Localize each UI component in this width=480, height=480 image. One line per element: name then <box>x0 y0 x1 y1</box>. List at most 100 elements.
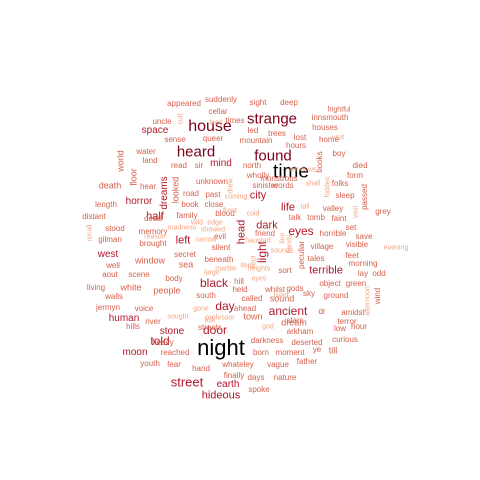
word-sound: sound <box>269 293 295 304</box>
word-line: line <box>279 232 287 244</box>
word-found: found <box>254 147 292 165</box>
word-wholly: wholly <box>246 171 270 180</box>
word-peculiar: peculiar <box>297 240 306 270</box>
word-scene: scene <box>128 270 150 279</box>
word-appeared: appeared <box>167 99 201 108</box>
word-folks: folks <box>331 179 349 188</box>
word-west: west <box>97 249 119 260</box>
word-morning: morning <box>348 259 378 268</box>
word-finally: finally <box>223 371 245 380</box>
word-looked: looked <box>170 176 181 204</box>
word-youth: youth <box>140 359 160 368</box>
word-sought: sought <box>167 313 189 321</box>
word-horror: horror <box>125 196 153 207</box>
word-innsmouth: innsmouth <box>311 113 349 122</box>
word-hand: hand <box>192 364 210 373</box>
word-silent: silent <box>211 243 231 252</box>
word-coming: coming <box>224 193 248 201</box>
word-darkness: darkness <box>250 336 284 345</box>
word-black: black <box>199 276 229 290</box>
word-odd: odd <box>372 269 386 278</box>
word-visit: visit <box>331 134 345 142</box>
word-curious: curious <box>332 335 358 344</box>
word-house: house <box>188 118 232 135</box>
word-suddenly: suddenly <box>204 95 238 104</box>
word-cold: cold <box>246 210 260 218</box>
word-afternoon: afternoon <box>364 286 372 316</box>
word-green: green <box>345 279 367 288</box>
word-called: called <box>241 294 263 303</box>
word-item: item <box>240 262 254 270</box>
word-dark: dark <box>256 219 278 232</box>
word-city: city <box>249 189 267 202</box>
word-died: died <box>352 161 368 170</box>
word-family: family <box>176 211 198 220</box>
word-vast: vast <box>352 205 360 219</box>
word-stars: stars <box>286 316 304 325</box>
word-frightful: frightful <box>327 106 351 114</box>
word-shall: shall <box>305 180 321 188</box>
word-walls: walls <box>105 292 123 301</box>
word-till: till <box>328 345 338 356</box>
word-born: born <box>252 348 270 357</box>
word-sky: sky <box>303 289 315 298</box>
word-close: close <box>204 200 224 209</box>
word-strange: strange <box>246 110 298 128</box>
word-fear: fear <box>167 360 181 369</box>
word-sight: sight <box>249 98 267 107</box>
word-low: low <box>333 324 347 333</box>
word-hill: hill <box>234 277 244 286</box>
word-nature: nature <box>273 373 297 382</box>
word-unknown: unknown <box>195 177 229 186</box>
word-street: street <box>170 374 204 390</box>
word-houses: houses <box>312 123 338 132</box>
word-water: water <box>136 147 156 156</box>
word-dreams: dreams <box>159 176 170 210</box>
word-whateley: whateley <box>222 360 254 369</box>
word-friend: friend <box>254 229 276 238</box>
word-cellar: cellar <box>208 107 228 116</box>
word-distant: distant <box>82 212 106 221</box>
word-drew: drew <box>227 178 235 194</box>
word-death: death <box>98 180 122 191</box>
word-professor: professor <box>205 314 235 322</box>
word-whilst: whilst <box>264 285 286 294</box>
word-sir: sir <box>194 161 204 170</box>
word-land: land <box>142 156 158 165</box>
word-brought: brought <box>139 239 167 248</box>
word-blood: blood <box>215 209 235 218</box>
word-hills: hills <box>126 322 140 331</box>
word-madness: madness <box>167 224 197 232</box>
word-stood: stood <box>105 224 125 233</box>
word-object: object <box>319 279 341 288</box>
word-lived: lived <box>273 292 289 300</box>
word-sense: sense <box>164 135 186 144</box>
word-gilman: gilman <box>98 235 122 244</box>
word-space: space <box>141 125 169 136</box>
word-talk: talk <box>288 213 302 222</box>
word-spoke: spoke <box>248 385 270 394</box>
word-trees: trees <box>268 129 286 138</box>
word-held: held <box>232 285 248 294</box>
word-valley: valley <box>322 204 344 213</box>
word-god: god <box>262 323 274 331</box>
word-left: left <box>175 234 191 247</box>
word-recall: recall <box>86 224 94 242</box>
word-time: time <box>273 161 309 183</box>
word-dead: dead <box>144 214 162 223</box>
word-book: book <box>181 200 199 209</box>
word-front: front <box>222 207 238 215</box>
word-sort: sort <box>278 266 292 275</box>
word-form: form <box>347 171 363 180</box>
word-large: large <box>204 269 220 277</box>
word-books: books <box>315 151 324 173</box>
word-ahead: ahead <box>233 304 257 313</box>
word-dream: dream <box>281 317 307 328</box>
word-faint: faint <box>331 214 347 223</box>
word-hours: hours <box>285 141 307 150</box>
word-deserted: deserted <box>291 338 323 347</box>
word-hands: hands <box>286 234 294 254</box>
word-earth: earth <box>216 379 240 390</box>
word-led: led <box>247 126 259 135</box>
